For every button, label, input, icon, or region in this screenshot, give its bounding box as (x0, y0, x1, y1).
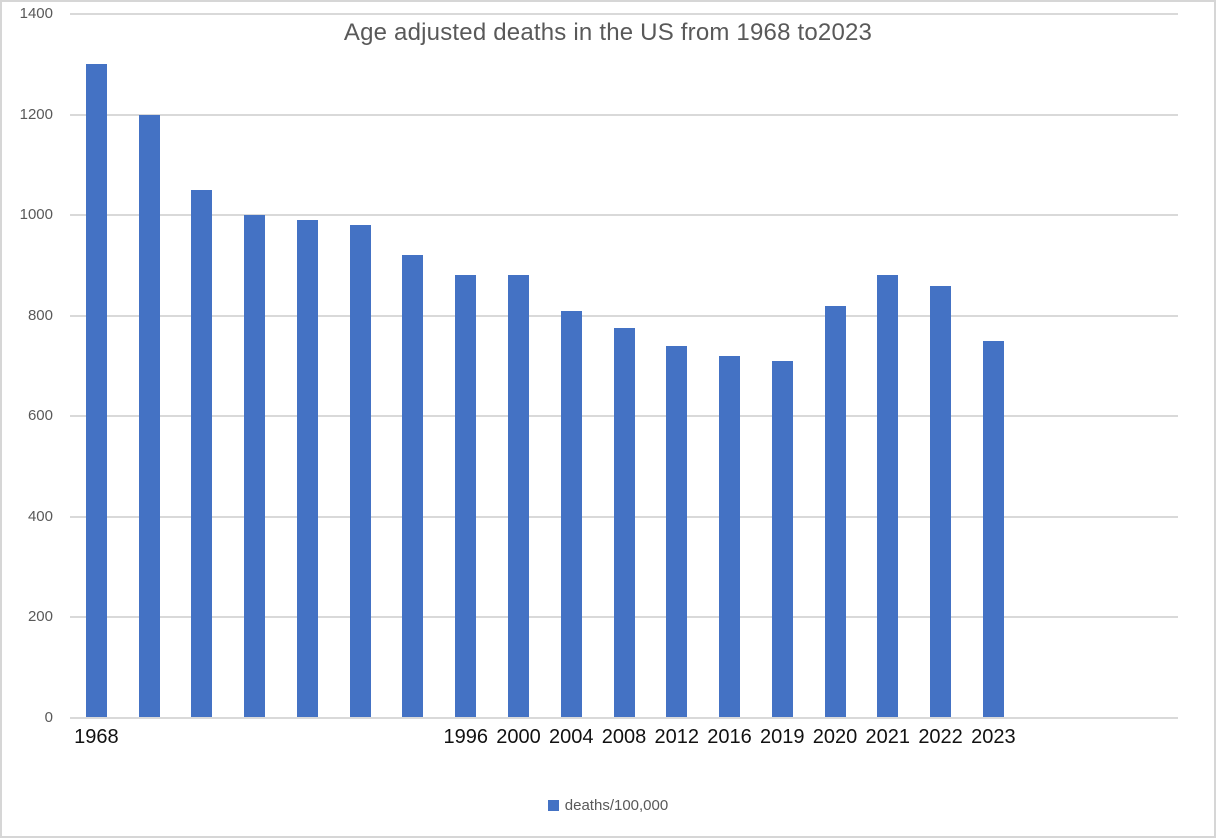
legend: deaths/100,000 (0, 797, 1216, 814)
x-axis-tick-label: 2023 (971, 726, 1016, 748)
y-axis-tick-label: 1200 (19, 105, 53, 123)
gridline (70, 214, 1178, 217)
y-axis-tick-label: 800 (27, 306, 53, 324)
bar (507, 275, 529, 718)
x-axis-tick-label: 2022 (918, 726, 963, 748)
gridline (70, 13, 1178, 15)
bar (349, 225, 371, 718)
x-axis-tick-label: 2020 (812, 726, 858, 748)
bar (824, 305, 846, 718)
bar (666, 345, 688, 718)
bar (191, 190, 213, 718)
bar (719, 355, 741, 718)
bar (613, 328, 635, 718)
x-axis-tick-label: 2019 (760, 726, 805, 748)
x-axis-tick-label: 2000 (496, 726, 541, 748)
x-axis-tick-label: 2004 (548, 726, 594, 748)
bar (877, 275, 899, 718)
legend-swatch-icon (547, 800, 559, 811)
bar (244, 215, 266, 718)
y-axis-tick-label: 600 (27, 407, 53, 425)
x-axis-line (70, 717, 1178, 719)
x-axis-tick-label: 1996 (443, 726, 488, 748)
x-axis-tick-label: 1968 (74, 726, 119, 748)
bar (402, 255, 424, 718)
bar (138, 114, 160, 718)
y-axis-tick-label: 1400 (19, 5, 53, 22)
bar (930, 285, 952, 718)
bar (296, 220, 318, 718)
bar (982, 340, 1004, 718)
x-axis-tick-label: 2008 (601, 726, 647, 748)
bar (85, 64, 107, 718)
y-axis-tick-label: 200 (27, 608, 53, 626)
bar (771, 360, 793, 718)
bar (455, 275, 477, 718)
x-axis-tick-label: 2016 (707, 726, 752, 748)
chart-title: Age adjusted deaths in the US from 1968 … (343, 19, 873, 46)
x-axis-tick-label: 2021 (865, 726, 911, 748)
y-axis-tick-label: 0 (44, 709, 53, 726)
gridline (70, 113, 1178, 116)
y-axis-tick-label: 400 (27, 507, 53, 525)
bar (560, 310, 582, 718)
legend-label: deaths/100,000 (564, 797, 669, 814)
gridline (70, 314, 1178, 317)
x-axis-tick-label: 2012 (654, 726, 700, 748)
y-axis-tick-label: 1000 (19, 206, 53, 224)
